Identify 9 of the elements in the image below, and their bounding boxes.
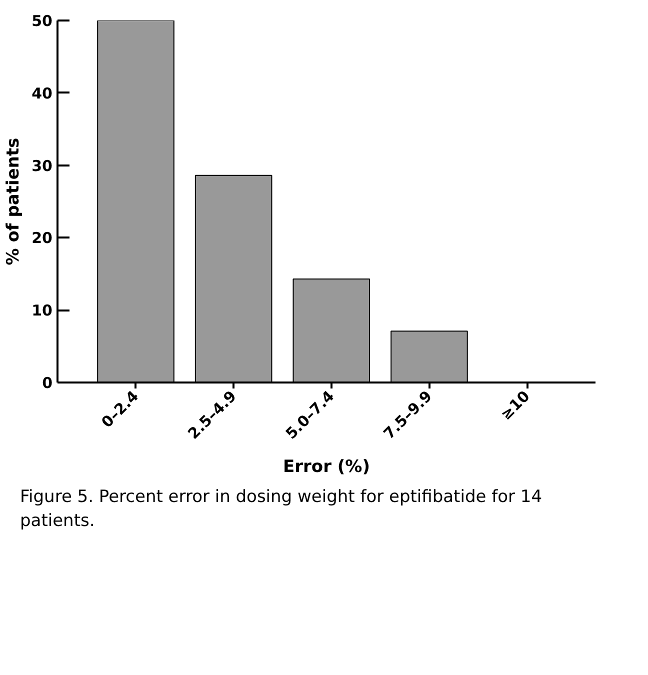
y-tick-label: 0 <box>42 374 52 392</box>
x-axis-title: Error (%) <box>283 457 370 478</box>
y-tick-label: 30 <box>32 156 52 175</box>
y-tick-label: 10 <box>32 302 52 320</box>
y-tick-label: 50 <box>32 12 52 30</box>
y-tick-label: 40 <box>32 84 52 102</box>
y-axis-title: % of patients <box>4 138 24 266</box>
y-tick-label: 20 <box>32 229 52 248</box>
caption: Figure 5. Percent error in dosing weight for eptifibatide for 14 patients. <box>20 486 544 534</box>
